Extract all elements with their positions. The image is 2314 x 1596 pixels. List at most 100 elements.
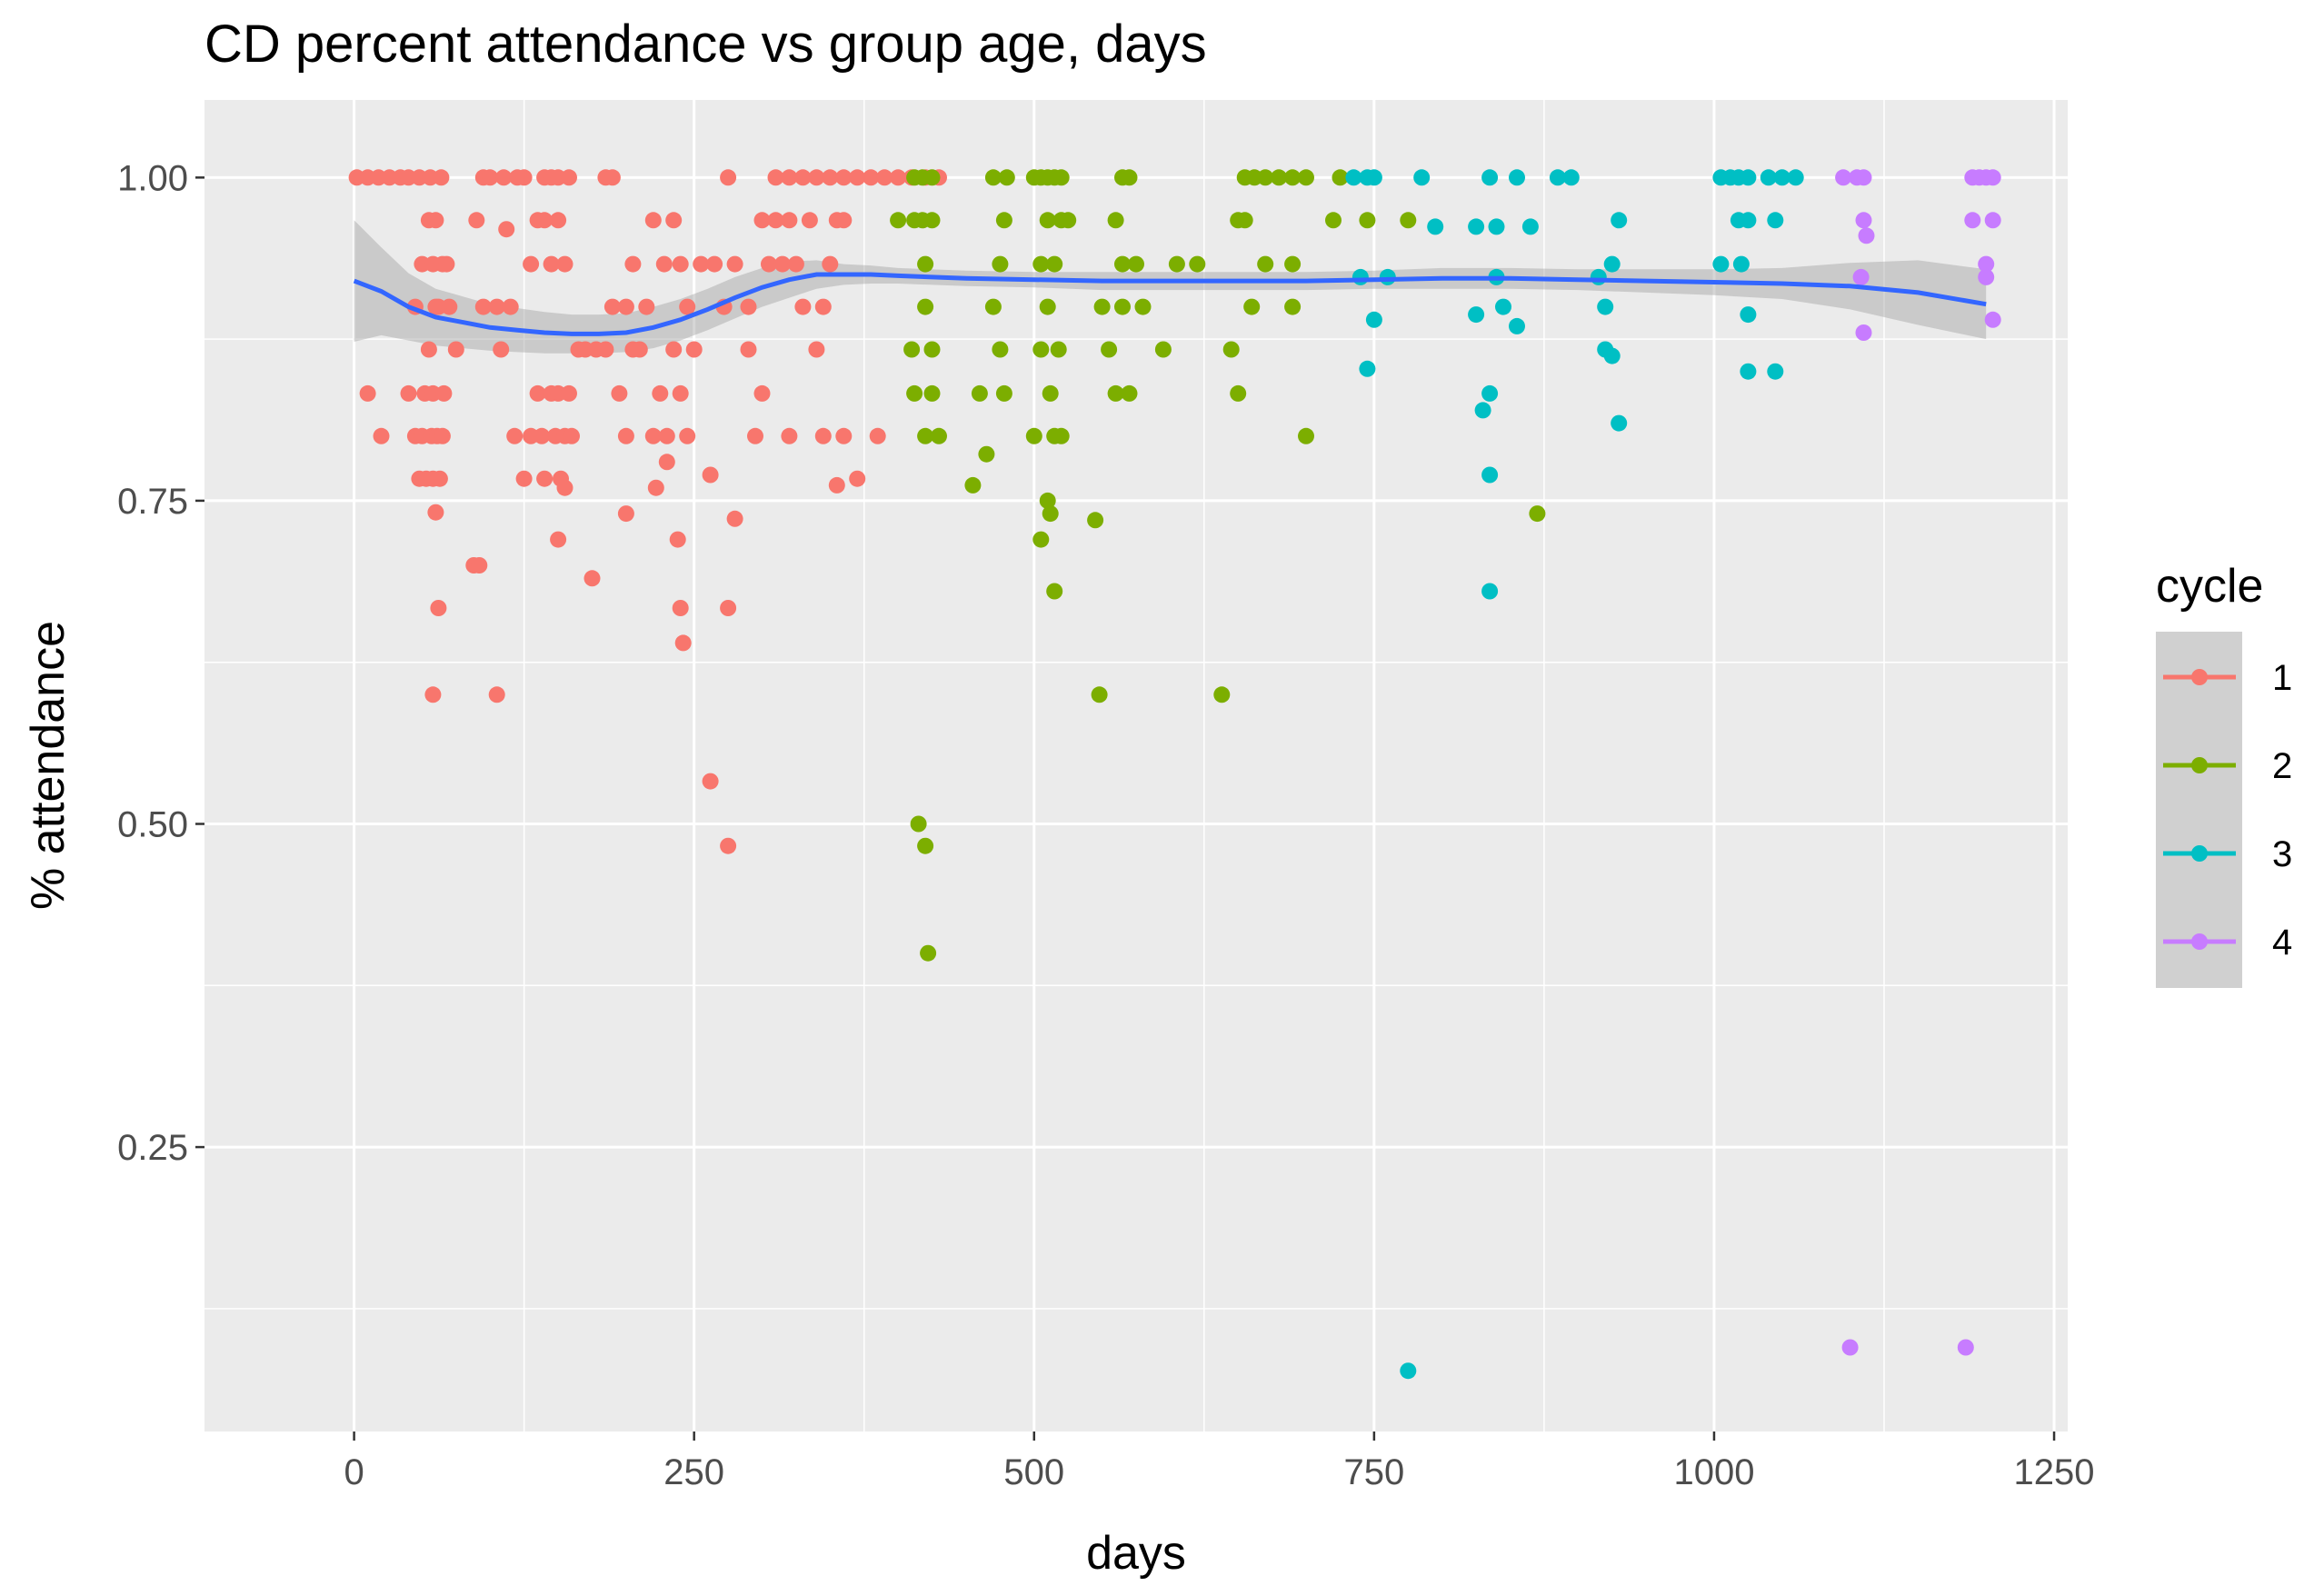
- data-point-cycle-3: [1611, 414, 1628, 432]
- data-point-cycle-2: [1101, 341, 1118, 358]
- grid: [204, 100, 2068, 1431]
- data-point-cycle-4: [1984, 169, 2001, 186]
- data-point-cycle-1: [674, 634, 692, 652]
- data-point-cycle-1: [493, 341, 510, 358]
- data-point-cycle-4: [1841, 1339, 1859, 1356]
- data-point-cycle-1: [781, 427, 798, 444]
- data-point-cycle-2: [1060, 212, 1077, 229]
- data-point-cycle-3: [1597, 298, 1614, 315]
- data-point-cycle-1: [761, 255, 777, 273]
- data-point-cycle-2: [923, 169, 941, 186]
- data-point-cycle-1: [767, 212, 784, 229]
- data-point-cycle-1: [400, 384, 417, 402]
- data-point-cycle-3: [1767, 363, 1784, 380]
- data-point-cycle-3: [1562, 169, 1580, 186]
- data-point-cycle-3: [1740, 212, 1757, 229]
- data-point-cycle-3: [1521, 218, 1539, 235]
- data-point-cycle-1: [814, 298, 832, 315]
- data-point-cycle-1: [550, 212, 567, 229]
- data-point-cycle-4: [1964, 212, 1981, 229]
- data-point-cycle-1: [835, 212, 853, 229]
- data-point-cycle-2: [971, 384, 988, 402]
- data-point-cycle-1: [534, 427, 551, 444]
- data-point-cycle-1: [808, 341, 825, 358]
- data-point-cycle-2: [1284, 169, 1302, 186]
- data-point-cycle-2: [984, 298, 1002, 315]
- data-point-cycle-2: [920, 944, 937, 962]
- data-point-cycle-1: [679, 298, 696, 315]
- data-point-cycle-1: [679, 427, 696, 444]
- data-point-cycle-4: [1855, 212, 1872, 229]
- data-point-cycle-2: [1107, 212, 1124, 229]
- data-point-cycle-1: [488, 298, 505, 315]
- data-point-cycle-4: [1957, 1339, 1974, 1356]
- data-point-cycle-1: [617, 505, 634, 523]
- y-tick-label: 1.00: [117, 158, 188, 198]
- data-point-cycle-1: [808, 169, 825, 186]
- data-point-cycle-1: [658, 454, 675, 471]
- data-point-cycle-2: [1230, 384, 1247, 402]
- data-point-cycle-1: [658, 427, 675, 444]
- data-point-cycle-1: [835, 427, 853, 444]
- data-point-cycle-1: [801, 212, 818, 229]
- data-point-cycle-2: [903, 341, 921, 358]
- data-point-cycle-2: [917, 255, 934, 273]
- data-point-cycle-1: [822, 255, 839, 273]
- data-point-cycle-1: [753, 384, 771, 402]
- legend-label-4: 4: [2272, 923, 2292, 963]
- data-point-cycle-2: [1087, 512, 1104, 529]
- data-point-cycle-2: [1091, 686, 1108, 703]
- data-point-cycle-1: [529, 384, 546, 402]
- data-point-cycle-1: [767, 169, 784, 186]
- smooth-line-group: [353, 272, 1987, 336]
- legend-label-2: 2: [2272, 746, 2292, 786]
- data-point-cycle-1: [498, 221, 515, 238]
- data-point-cycle-1: [427, 212, 444, 229]
- legend-key-point-3: [2191, 845, 2208, 862]
- smooth-line: [353, 272, 1987, 336]
- data-point-cycle-1: [424, 686, 442, 703]
- data-point-cycle-3: [1400, 1362, 1417, 1380]
- plot-panel: [204, 100, 2068, 1431]
- y-tick-label: 0.50: [117, 805, 188, 845]
- data-point-cycle-2: [1332, 169, 1349, 186]
- data-point-cycle-2: [1325, 212, 1342, 229]
- data-point-cycle-4: [1984, 212, 2001, 229]
- data-point-cycle-1: [740, 298, 757, 315]
- data-point-cycle-3: [1488, 218, 1505, 235]
- data-point-cycle-3: [1740, 363, 1757, 380]
- data-point-cycle-2: [1046, 255, 1063, 273]
- data-point-cycle-1: [515, 169, 533, 186]
- data-point-cycle-2: [1257, 169, 1274, 186]
- data-point-cycle-4: [1852, 268, 1870, 285]
- data-point-cycle-2: [1298, 169, 1314, 186]
- data-point-cycle-2: [1050, 341, 1067, 358]
- legend-key-point-2: [2191, 757, 2208, 773]
- data-point-cycle-1: [433, 169, 450, 186]
- data-point-cycle-2: [890, 212, 907, 229]
- data-point-cycle-1: [685, 341, 703, 358]
- data-point-cycle-1: [665, 341, 683, 358]
- data-point-cycle-2: [1271, 169, 1288, 186]
- data-point-cycle-2: [917, 837, 934, 854]
- data-point-cycle-1: [720, 169, 737, 186]
- data-point-cycle-1: [869, 427, 886, 444]
- legend-label-1: 1: [2272, 658, 2292, 698]
- data-point-cycle-3: [1509, 317, 1525, 334]
- data-point-cycle-2: [1032, 531, 1050, 548]
- data-point-cycle-2: [917, 298, 934, 315]
- data-point-cycle-1: [550, 531, 567, 548]
- data-point-cycle-1: [430, 298, 447, 315]
- data-point-cycle-1: [624, 255, 642, 273]
- x-tick-label: 0: [344, 1452, 364, 1492]
- data-point-cycle-2: [917, 427, 934, 444]
- data-point-cycle-3: [1495, 298, 1511, 315]
- data-point-cycle-1: [523, 255, 540, 273]
- data-point-cycle-1: [638, 298, 655, 315]
- data-point-cycle-2: [1134, 298, 1152, 315]
- data-point-cycle-2: [1121, 169, 1138, 186]
- data-point-cycle-1: [631, 341, 648, 358]
- data-point-cycle-1: [644, 212, 662, 229]
- data-point-cycle-2: [1052, 427, 1070, 444]
- data-point-cycle-1: [597, 341, 614, 358]
